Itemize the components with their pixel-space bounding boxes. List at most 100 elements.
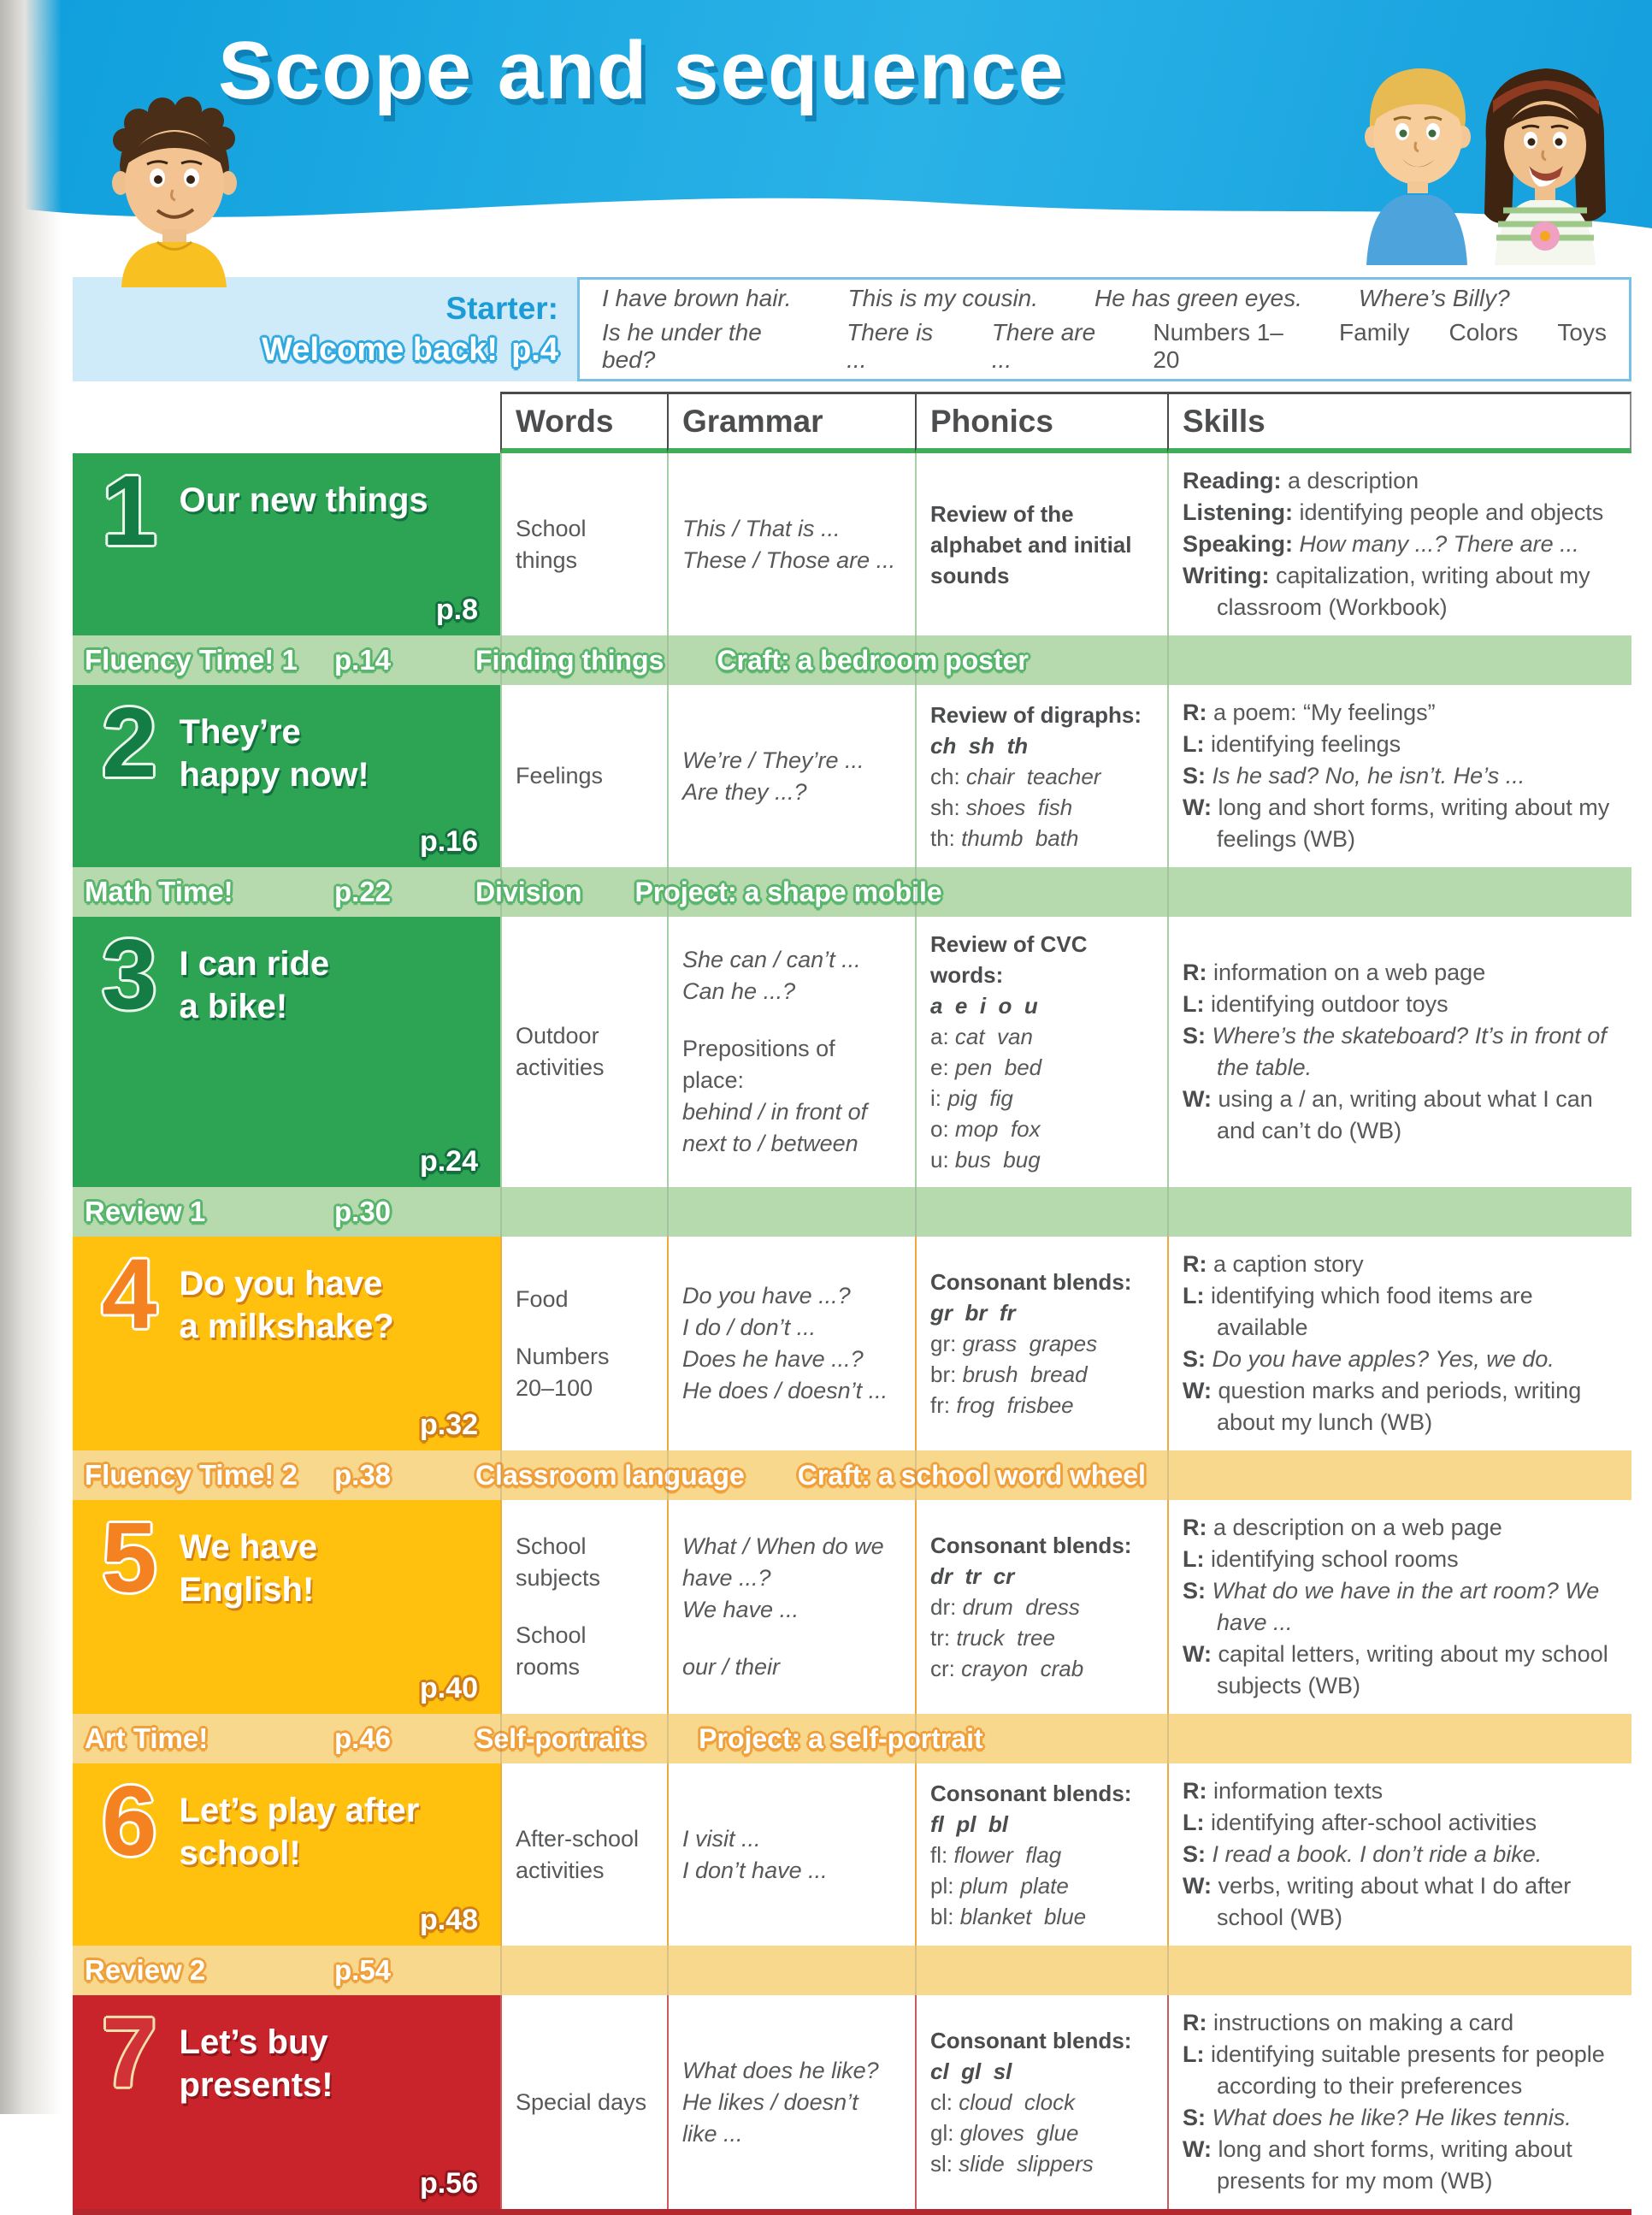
text-line: e: pen bed <box>930 1054 1042 1080</box>
title-line: happy now! <box>179 756 369 794</box>
starter-item: There is ... <box>847 319 934 373</box>
text-line: tr: truck tree <box>930 1625 1055 1651</box>
skills-cell: R: a poem: “My feelings” L: identifying f… <box>1167 685 1631 867</box>
text-line: sh: shoes fish <box>930 794 1073 820</box>
unit-1-header: 1 Our new things p.8 <box>73 453 500 635</box>
band-craft-project: Craft: a bedroom poster <box>717 644 1029 676</box>
unit-6-header: 6 Let’s play after school! p.48 <box>73 1763 500 1946</box>
unit-title: I can ride a bike! <box>180 942 330 1177</box>
skill-line: W: capital letters, writing about my sch… <box>1183 1641 1608 1698</box>
unit-number: 7 <box>102 1997 157 2108</box>
starter-item: Toys <box>1557 319 1607 346</box>
text-line: We have ... <box>682 1597 799 1622</box>
skill-line: L: identifying which food items are avai… <box>1183 1283 1533 1340</box>
title-line: a milkshake? <box>179 1308 394 1345</box>
band-column-line <box>915 867 917 917</box>
starter-content-box: I have brown hair. This is my cousin. He h… <box>577 277 1631 381</box>
page-title: Scope and sequence <box>218 25 1065 116</box>
skills-cell: R: a caption story L: identifying which f… <box>1167 1237 1631 1450</box>
band-column-line <box>667 1450 669 1500</box>
band-topic: Finding things <box>475 644 664 676</box>
unit-5-header: 5 We have English! p.40 <box>73 1500 500 1714</box>
unit-title: Do you have a milkshake? <box>180 1262 394 1440</box>
starter-line-2: Is he under the bed? There is ... There ar… <box>602 319 1607 374</box>
text-line: Review of CVC words: <box>930 931 1094 988</box>
starter-item: I have brown hair. <box>602 285 792 311</box>
phonics-cell: Review of digraphs: ch sh th ch: chair tea… <box>915 685 1167 867</box>
text-line: Food <box>516 1285 569 1312</box>
table-header-spacer <box>73 392 500 453</box>
header-wave-decoration <box>0 198 1652 251</box>
band-page-ref: p.22 <box>334 876 392 907</box>
unit-title: They’re happy now! <box>180 711 369 857</box>
band-column-line <box>500 867 502 917</box>
title-line: a bike! <box>179 988 288 1025</box>
grammar-cell: I visit ... I don’t have ... <box>667 1763 915 1946</box>
skill-line: W: verbs, writing about what I do after … <box>1183 1873 1572 1930</box>
band-art-time: Art Time! p.46 Self-portraits Project: a se… <box>73 1714 1631 1763</box>
text-line: 20–100 <box>516 1374 593 1401</box>
phonics-cell: Consonant blends: dr tr cr dr: drum dress t… <box>915 1500 1167 1714</box>
band-column-line <box>500 1450 502 1500</box>
text-line: cl: cloud clock <box>930 2089 1076 2115</box>
skills-cell: Reading: a description Listening: identif… <box>1167 453 1631 635</box>
skills-cell: R: a description on a web page L: identif… <box>1167 1500 1631 1714</box>
text-line: Review of digraphs: <box>930 701 1142 728</box>
band-label: Fluency Time! 1 <box>85 644 298 676</box>
unit-page-ref: p.40 <box>419 1672 478 1704</box>
unit-page-ref: p.48 <box>419 1904 478 1936</box>
text-line: cr: crayon crab <box>930 1656 1084 1681</box>
text-line: After-school <box>516 1825 640 1852</box>
band-page-ref: p.14 <box>334 644 392 676</box>
text-line: Are they ...? <box>682 778 807 805</box>
starter-page-ref: p.4 <box>511 331 558 368</box>
text-line: What does he like? <box>682 2057 879 2083</box>
text-line: I don’t have ... <box>682 1857 828 1883</box>
phonics-cell: Review of CVC words: a e i o u a: cat van e… <box>915 917 1167 1187</box>
starter-sublabel: Welcome back! <box>262 331 499 368</box>
text-line: activities <box>516 1857 605 1883</box>
band-column-line <box>667 635 669 685</box>
band-column-line <box>915 1714 917 1763</box>
skill-line: R: a description on a web page <box>1183 1515 1502 1540</box>
skill-line: W: long and short forms, writing about m… <box>1183 794 1610 852</box>
band-fluency-time-1: Fluency Time! 1 p.14 Finding things Craft: … <box>73 635 1631 685</box>
band-column-line <box>1167 1946 1169 1995</box>
skills-cell: R: information texts L: identifying after… <box>1167 1763 1631 1946</box>
text-line: School rooms <box>516 1622 593 1680</box>
starter-item: Colors <box>1448 319 1519 346</box>
band-label: Review 2 <box>85 1954 206 1986</box>
unit-row-5: 5 We have English! p.40 School subjects School… <box>73 1500 1631 1714</box>
unit-row-1: 1 Our new things p.8 School things This / Th… <box>73 453 1631 635</box>
text-line: Consonant blends: <box>930 1780 1132 1806</box>
words-cell: School things <box>500 453 667 635</box>
text-line: gl: gloves glue <box>930 2120 1079 2146</box>
band-column-line <box>500 1946 502 1995</box>
band-review-1: Review 1 p.30 <box>73 1187 1631 1237</box>
starter-section: Starter: Welcome back! p.4 I have brown … <box>73 277 1631 381</box>
text-line: School things <box>516 515 593 573</box>
unit-title: Let’s buy presents! <box>180 2021 333 2199</box>
band-column-line <box>667 1946 669 1995</box>
unit-title: Let’s play after school! <box>180 1789 420 1935</box>
skill-line: S: Is he sad? No, he isn’t. He’s ... <box>1183 763 1525 789</box>
skill-line: L: identifying feelings <box>1183 731 1401 757</box>
band-craft-project: Craft: a school word wheel <box>797 1459 1146 1491</box>
text-line: behind / in front of <box>682 1099 868 1125</box>
text-line: School <box>516 1533 587 1559</box>
band-label: Review 1 <box>85 1196 206 1227</box>
text-line: ch: chair teacher <box>930 763 1101 789</box>
text-line: Numbers <box>516 1343 610 1369</box>
text-line: What / When do we <box>682 1533 884 1559</box>
grammar-cell: We’re / They’re ... Are they ...? <box>667 685 915 867</box>
skill-line: L: identifying after-school activities <box>1183 1810 1537 1835</box>
boy-character-icon <box>112 97 237 287</box>
text-line: dr tr cr <box>930 1563 1015 1589</box>
column-header-grammar: Grammar <box>667 392 915 453</box>
band-topic: Division <box>475 876 582 907</box>
band-page-ref: p.54 <box>334 1954 392 1986</box>
unit-number: 1 <box>102 455 157 566</box>
starter-item: Numbers 1–20 <box>1153 319 1283 373</box>
skill-line: S: What does he like? He likes tennis. <box>1183 2105 1572 2130</box>
skill-line: Speaking: How many ...? There are ... <box>1183 531 1579 557</box>
